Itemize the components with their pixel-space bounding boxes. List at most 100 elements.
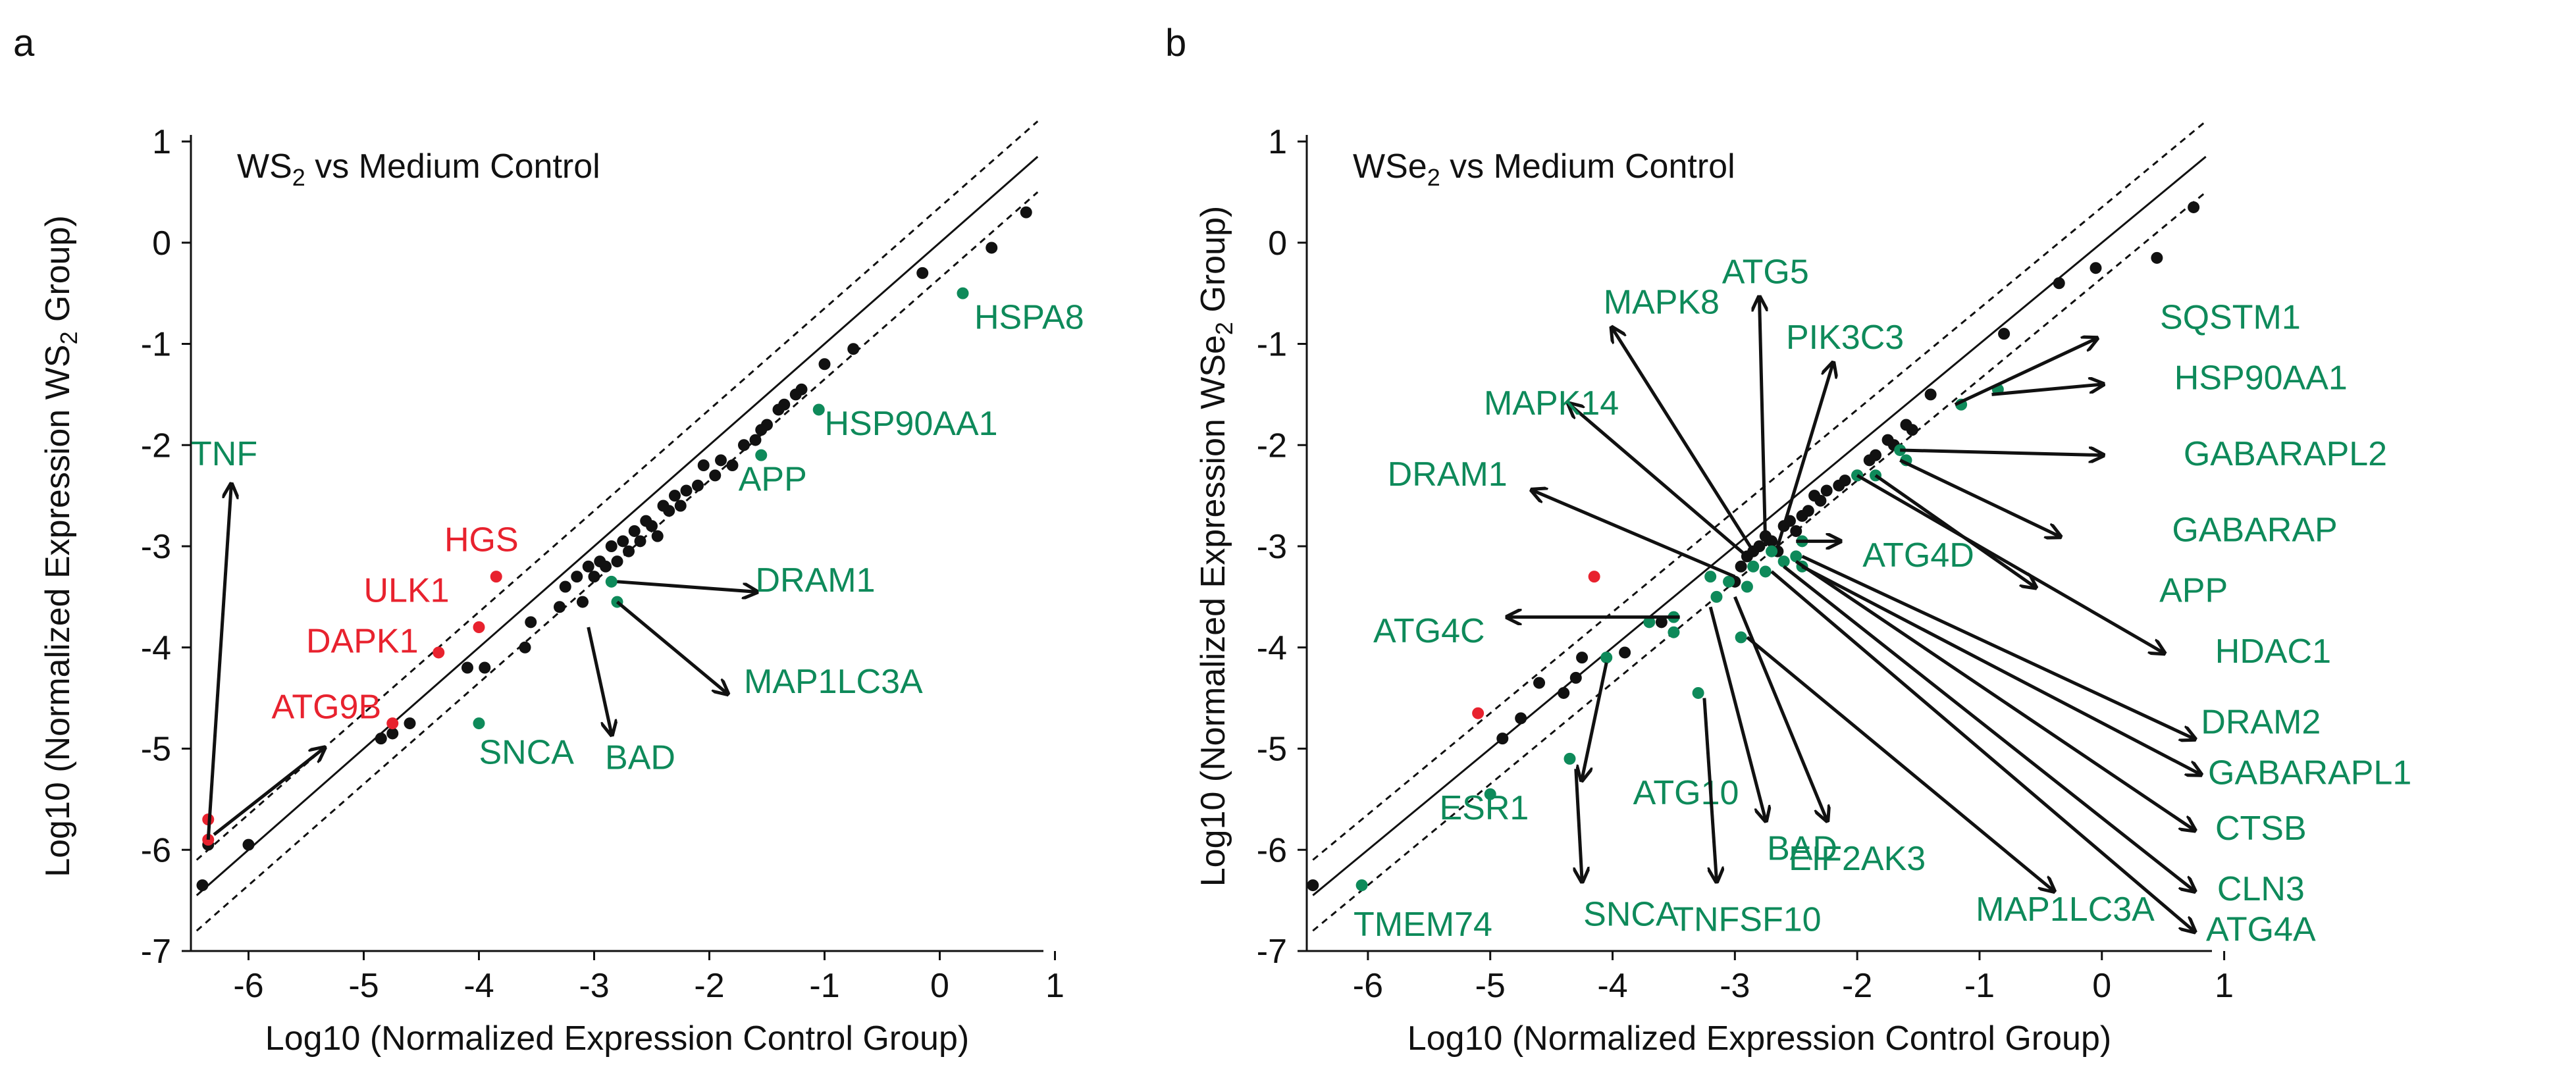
y-axis-label: Log10 (Normalized Expression WSe2 Group)	[1194, 206, 1238, 887]
data-point	[1759, 565, 1772, 578]
data-point	[1588, 571, 1600, 583]
data-point	[2188, 201, 2200, 213]
gene-label: TNFSF10	[1673, 900, 1821, 939]
data-point	[1558, 686, 1570, 699]
data-point	[623, 545, 635, 557]
data-point	[1790, 550, 1802, 563]
data-point	[1496, 733, 1509, 745]
y-tick-label: -4	[1257, 629, 1287, 667]
x-tick-label: 1	[1045, 967, 1065, 1005]
gene-label: BAD	[605, 738, 675, 777]
data-point	[749, 434, 762, 446]
annotation-arrow	[1582, 662, 1608, 779]
data-point	[755, 449, 768, 461]
gene-label: ATG4D	[1862, 536, 1974, 575]
data-point	[957, 287, 969, 299]
x-tick-label: 0	[930, 967, 949, 1005]
x-tick-label: -3	[1720, 967, 1750, 1005]
chart-title: WS2 vs Medium Control	[237, 147, 600, 191]
gene-label: SNCA	[1583, 896, 1679, 934]
gene-label: ATG5	[1722, 253, 1809, 291]
gene-label: GABARAPL2	[2184, 435, 2387, 473]
chart-title-main: WS	[237, 147, 292, 186]
data-point	[847, 343, 860, 355]
annotation-arrow	[1708, 606, 1766, 819]
gene-label: HSP90AA1	[825, 405, 998, 443]
data-point	[404, 717, 416, 730]
data-point	[1998, 328, 2011, 340]
identity-line	[196, 155, 1039, 896]
data-point	[1704, 571, 1717, 583]
y-axis-label-main: Log10 (Normalized Expression WSe	[1194, 335, 1232, 887]
data-point	[697, 459, 710, 471]
data-point	[2151, 251, 2163, 264]
data-point	[2090, 262, 2102, 274]
y-tick-label: 0	[152, 224, 171, 263]
panel-label: b	[1165, 22, 1186, 64]
data-point	[594, 555, 606, 568]
data-point	[479, 661, 491, 674]
panel-a: a -6 -5 -4 -3 -2 -1 0 1 1 0 -1 -2 -3 -4 -5 -6 -7 Log10 (No…	[13, 22, 1084, 1058]
data-point	[1863, 454, 1876, 467]
annotation-arrow	[1899, 459, 2059, 536]
gene-label: MAP1LC3A	[1976, 890, 2155, 929]
data-point	[812, 403, 825, 416]
data-point	[1643, 616, 1656, 629]
panel-b: b -6 -5 -4 -3 -2 -1 0 1 1 0 -1 -2 -3 -4 -5 -6 -7 Log10 (No…	[1165, 22, 2411, 1058]
data-point	[1766, 545, 1778, 557]
annotation-arrow	[1856, 474, 2163, 652]
data-point	[473, 621, 485, 633]
x-tick-label: 1	[2215, 967, 2234, 1005]
data-point	[634, 535, 646, 548]
data-point	[755, 424, 768, 436]
data-point	[1355, 879, 1368, 892]
gene-label: APP	[739, 460, 807, 498]
annotation-arrow	[1569, 405, 1748, 558]
chart-title-main: WSe	[1353, 147, 1427, 186]
data-point	[473, 717, 485, 730]
gene-label: APP	[2159, 572, 2228, 610]
chart-title-rest: vs Medium Control	[1440, 147, 1735, 186]
data-point	[1808, 490, 1821, 502]
gene-label: TMEM74	[1354, 906, 1492, 944]
annotation-arrow	[1576, 769, 1582, 880]
data-point	[692, 479, 704, 492]
gene-label: CLN3	[2217, 870, 2305, 908]
annotation-arrow	[213, 749, 323, 836]
data-point	[1790, 525, 1802, 537]
y-axis-label-sub: 2	[1211, 322, 1238, 335]
data-point	[1564, 752, 1576, 765]
data-point	[726, 459, 739, 471]
data-point	[628, 525, 641, 537]
gene-label: SNCA	[479, 734, 575, 772]
data-point	[386, 717, 399, 730]
gene-label: HDAC1	[2215, 632, 2331, 671]
annotation-arrow	[1795, 559, 2194, 829]
annotation-arrow	[1533, 490, 1736, 579]
data-point	[1484, 788, 1496, 800]
data-point	[1307, 879, 1319, 892]
data-point	[1576, 652, 1589, 664]
x-tick-label: -1	[809, 967, 839, 1005]
x-tick-label: -2	[1842, 967, 1872, 1005]
annotation-arrow	[206, 486, 231, 840]
data-point	[818, 358, 831, 371]
x-tick-label: -5	[1475, 967, 1506, 1005]
gene-label: MAP1LC3A	[744, 663, 923, 701]
panel-label: a	[13, 22, 35, 64]
gene-label: HSPA8	[974, 298, 1084, 336]
y-axis-label-rest: Group)	[39, 215, 77, 331]
x-tick-label: -6	[233, 967, 263, 1005]
gene-label: ESR1	[1440, 789, 1529, 827]
gene-label: BAD	[1767, 830, 1837, 868]
annotation-arrow	[1991, 384, 2102, 396]
data-point	[1900, 419, 1912, 431]
y-tick-label: -5	[141, 731, 171, 769]
annotation-arrow	[1770, 570, 2194, 931]
data-point	[1735, 631, 1747, 644]
data-point	[1020, 206, 1032, 219]
data-point	[1692, 686, 1704, 699]
gene-label: PIK3C3	[1786, 319, 1904, 357]
y-tick-label: 1	[152, 123, 171, 161]
data-point	[2053, 277, 2065, 290]
